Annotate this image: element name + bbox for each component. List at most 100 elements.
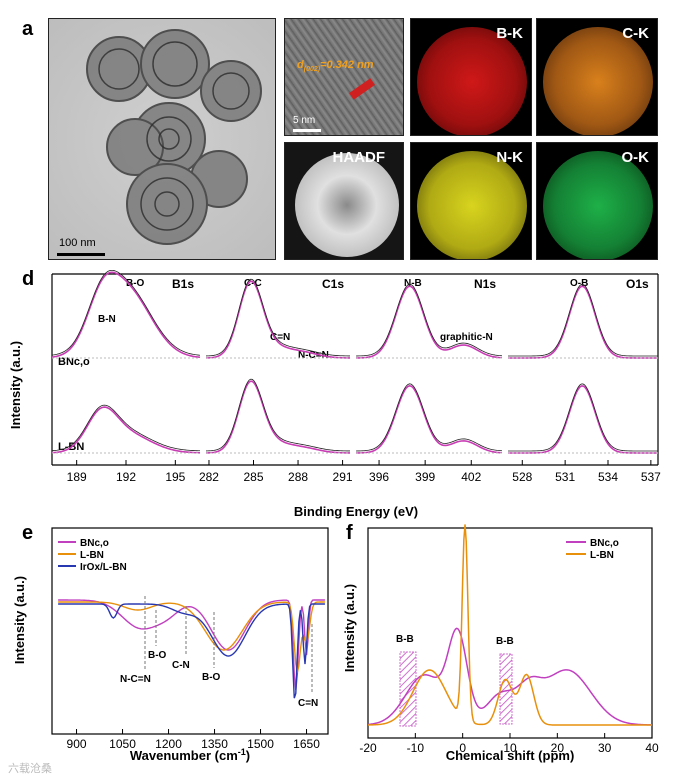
xps-fit-curve: [205, 280, 351, 359]
xps-peak-label: B-N: [98, 314, 116, 325]
map-haadf: HAADF: [284, 142, 404, 260]
xps-tick-label: 537: [641, 470, 661, 484]
panel-label-f: f: [346, 522, 353, 544]
nmr-tick-label: -10: [407, 741, 425, 755]
map-o-k: O-K: [536, 142, 658, 260]
xps-raw-curve: [355, 283, 503, 357]
ftir-series-2: [58, 603, 325, 699]
ftir-series-0: [58, 599, 325, 691]
map-label: HAADF: [332, 149, 386, 166]
xps-raw-curve: [51, 270, 201, 356]
xps-peak-label: C=N: [270, 332, 290, 343]
xps-row-bnco: BNc,o: [58, 356, 90, 368]
xps-fit-curve: [51, 271, 201, 359]
ftir-annotation: N-C=N: [120, 674, 151, 685]
xps-fit-curve: [507, 385, 658, 454]
xps-tick-label: 396: [369, 470, 389, 484]
xps-subpanel-c1s: C1s: [322, 277, 344, 291]
xps-fit-curve: [355, 385, 503, 454]
ftir-series-1: [58, 601, 325, 673]
map-label: O-K: [621, 149, 650, 166]
xps-tick-label: 528: [512, 470, 532, 484]
map-label: C-K: [622, 25, 649, 42]
map-b-k: B-K: [410, 18, 532, 136]
xps-xlabel: Binding Energy (eV): [294, 504, 418, 519]
xps-raw-curve: [205, 378, 351, 452]
ftir-xlabel: Wavenumber (cm-1): [130, 747, 250, 763]
nmr-annotation: B-B: [396, 634, 414, 645]
ftir-tick-label: 1050: [109, 737, 136, 751]
xps-raw-curve: [508, 283, 659, 357]
panel-label-e: e: [22, 522, 34, 544]
hrtem-image: d(002)=0.342 nm 5 nm: [284, 18, 404, 136]
xps-fit-curve: [205, 380, 351, 454]
xps-subpanel-n1s: N1s: [474, 277, 496, 291]
nmr-legend-label: BNc,o: [590, 538, 619, 549]
xps-tick-label: 195: [165, 470, 185, 484]
nmr-xlabel: Chemical shift (ppm): [446, 748, 575, 763]
map-c-k: C-K: [536, 18, 658, 136]
xps-subpanel-o1s: O1s: [626, 277, 649, 291]
xps-tick-label: 399: [415, 470, 435, 484]
xps-tick-label: 192: [116, 470, 136, 484]
nmr-ylabel: Intensity (a.u.): [342, 584, 357, 672]
panel-label-a: a: [22, 18, 34, 40]
ftir-annotation: B-O: [148, 650, 167, 661]
xps-tick-label: 189: [67, 470, 87, 484]
nmr-legend-label: L-BN: [590, 550, 614, 561]
nmr-tick-label: -20: [359, 741, 377, 755]
xps-tick-label: 288: [288, 470, 308, 484]
xps-peak-label: graphitic-N: [440, 332, 493, 343]
xps-fit-curve: [51, 406, 201, 454]
lattice-marker: [349, 78, 375, 100]
xps-tick-label: 291: [333, 470, 353, 484]
ftir-tick-label: 1500: [247, 737, 274, 751]
ftir-tick-label: 1650: [293, 737, 320, 751]
ftir-legend-label: IrOx/L-BN: [80, 562, 127, 573]
ftir-tick-label: 1350: [201, 737, 228, 751]
nmr-annotation: B-B: [496, 636, 514, 647]
xps-fit-curve: [355, 285, 503, 359]
xps-tick-label: 402: [461, 470, 481, 484]
nmr-tick-label: 0: [459, 741, 466, 755]
hrtem-scalebar-label: 5 nm: [293, 115, 316, 126]
xps-raw-curve: [355, 383, 503, 452]
xps-peak-label: C-C: [244, 278, 262, 289]
tem-image: 100 nm: [48, 18, 276, 260]
map-n-k: N-K: [410, 142, 532, 260]
ftir-annotation: C-N: [172, 660, 190, 671]
watermark: 六载沧桑: [8, 763, 52, 775]
xps-tick-label: 534: [598, 470, 618, 484]
ftir-ylabel: Intensity (a.u.): [12, 576, 27, 664]
nmr-series-1: [367, 524, 652, 726]
panel-label-d: d: [22, 268, 35, 290]
nmr-tick-label: 20: [551, 741, 565, 755]
xps-ylabel: Intensity (a.u.): [8, 341, 23, 429]
ftir-tick-label: 1200: [155, 737, 182, 751]
nmr-chart: Intensity (a.u.) BNc,oL-BN B-B B-B -20 -1…: [342, 524, 659, 763]
nmr-tick-label: 40: [645, 741, 659, 755]
xps-tick-label: 285: [243, 470, 263, 484]
xps-peak-label: O-B: [570, 278, 588, 289]
d-spacing-label: d(002)=0.342 nm: [297, 59, 374, 74]
nmr-tick-label: 30: [598, 741, 612, 755]
ftir-legend-label: L-BN: [80, 550, 104, 561]
xps-peak-label: N-B: [404, 278, 422, 289]
xps-chart: Intensity (a.u.) B1s C1s N1s O1s BNc,o L…: [8, 270, 661, 519]
map-label: B-K: [496, 25, 523, 42]
xps-raw-curve: [51, 404, 201, 452]
ftir-annotation: B-O: [202, 672, 221, 683]
ftir-tick-label: 900: [67, 737, 87, 751]
xps-peak-label: B-O: [126, 278, 145, 289]
xps-raw-curve: [205, 278, 351, 357]
tem-scalebar-label: 100 nm: [59, 237, 96, 249]
nmr-series-0: [367, 627, 653, 726]
xps-tick-label: 531: [555, 470, 575, 484]
hrtem-scalebar: [293, 129, 321, 132]
map-label: N-K: [496, 149, 523, 166]
tem-particles: [57, 29, 262, 256]
nmr-tick-label: 10: [503, 741, 517, 755]
xps-raw-curve: [507, 383, 658, 452]
ftir-legend-label: BNc,o: [80, 538, 109, 549]
